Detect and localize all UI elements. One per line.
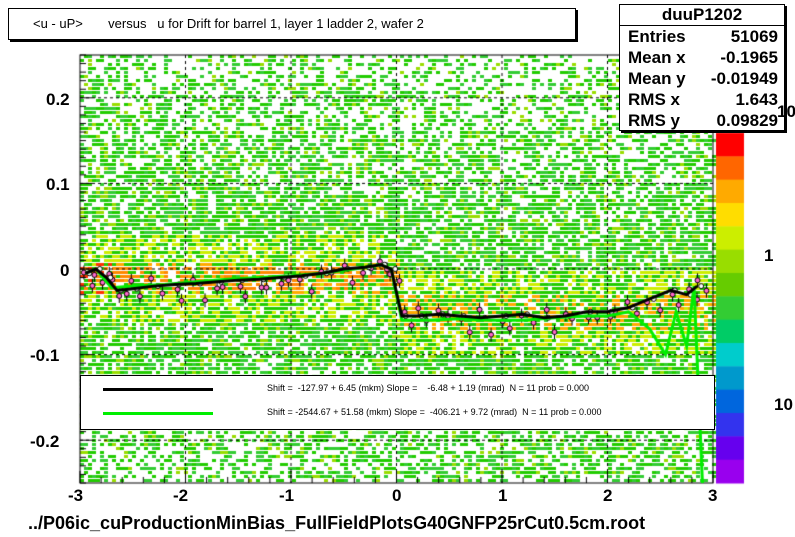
- stats-value: 0.09829: [716, 111, 778, 130]
- stats-row-rms-x: RMS x 1.643: [620, 89, 784, 110]
- z-tick: 1: [764, 246, 774, 265]
- x-tick: -3: [68, 486, 84, 505]
- stats-name: duuP1202: [620, 5, 784, 26]
- stats-label: Mean x: [628, 48, 686, 67]
- z-tick: 10: [777, 102, 795, 121]
- legend-text: Shift = -127.97 + 6.45 (mkm) Slope = -6.…: [267, 383, 590, 393]
- stats-box: duuP1202 Entries 51069 Mean x -0.1965 Mean…: [619, 4, 785, 131]
- file-path-label: ../P06ic_cuProductionMinBias_FullFieldPl…: [28, 513, 646, 533]
- x-tick: 0: [392, 486, 402, 505]
- x-tick: -1: [279, 486, 295, 505]
- stats-value: -0.1965: [720, 48, 778, 67]
- x-tick: 2: [603, 486, 613, 505]
- stats-label: RMS y: [628, 111, 680, 130]
- stats-row-rms-y: RMS y 0.09829: [620, 110, 784, 131]
- stats-label: Mean y: [628, 69, 686, 88]
- y-tick: -0.1: [30, 346, 60, 365]
- stats-row-mean-x: Mean x -0.1965: [620, 47, 784, 68]
- stats-value: 51069: [730, 27, 778, 46]
- chart-title: <u - uP> versus u for Drift for barrel 1…: [8, 8, 576, 40]
- x-tick: 3: [708, 486, 718, 505]
- x-tick: 1: [498, 486, 508, 505]
- legend-entry-black: Shift = -127.97 + 6.45 (mkm) Slope = -6.…: [81, 379, 714, 399]
- stats-row-entries: Entries 51069: [620, 26, 784, 47]
- y-tick: 0.2: [46, 90, 70, 109]
- stats-label: Entries: [628, 27, 686, 46]
- z-tick: 10: [774, 395, 793, 414]
- stats-value: 1.643: [735, 90, 778, 109]
- legend-text: Shift = -2544.67 + 51.58 (mkm) Slope = -…: [267, 407, 602, 417]
- y-tick: -0.2: [30, 432, 60, 451]
- legend-swatch: [103, 388, 213, 391]
- stats-row-mean-y: Mean y -0.01949: [620, 68, 784, 89]
- stats-label: RMS x: [628, 90, 680, 109]
- legend-swatch: [103, 412, 213, 415]
- fit-legend: Shift = -127.97 + 6.45 (mkm) Slope = -6.…: [80, 375, 715, 430]
- y-tick: 0.1: [46, 175, 70, 194]
- stats-value: -0.01949: [710, 69, 778, 88]
- y-tick: 0: [60, 261, 70, 280]
- x-tick: -2: [173, 486, 189, 505]
- legend-entry-green: Shift = -2544.67 + 51.58 (mkm) Slope = -…: [81, 403, 714, 423]
